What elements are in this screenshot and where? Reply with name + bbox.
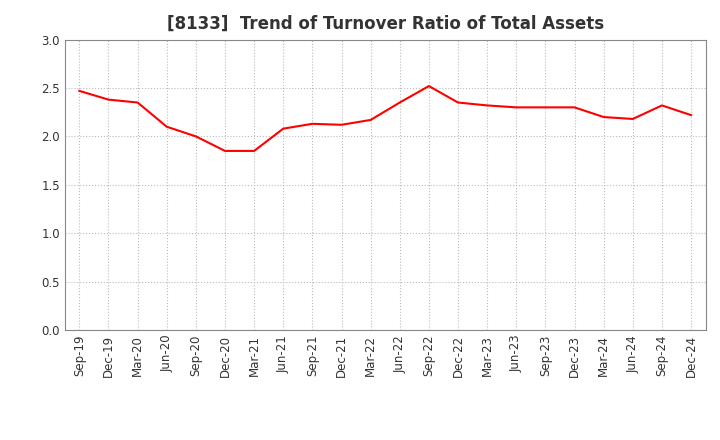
Title: [8133]  Trend of Turnover Ratio of Total Assets: [8133] Trend of Turnover Ratio of Total … <box>166 15 604 33</box>
